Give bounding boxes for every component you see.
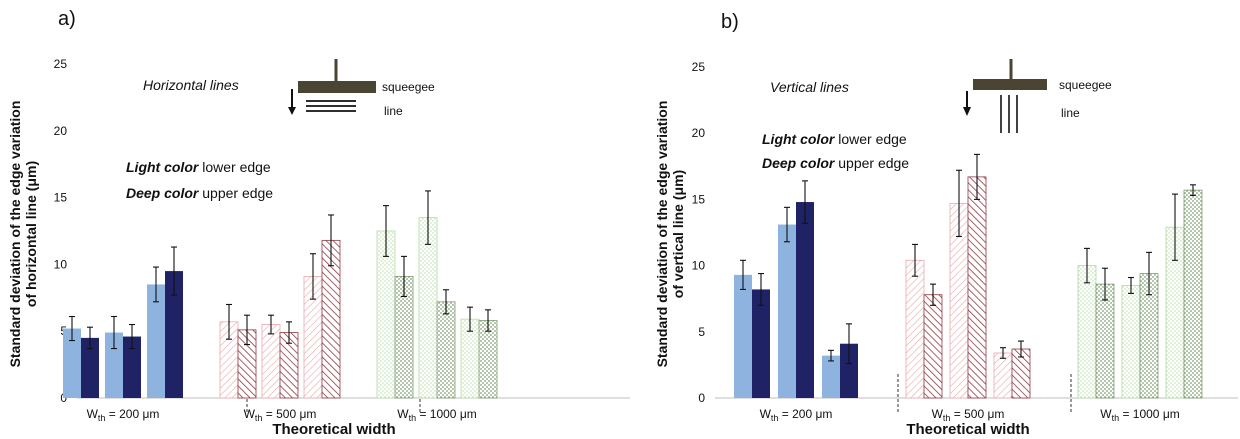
squeegee-schematic: squeegee line: [288, 59, 435, 118]
bar-lower-edge: [778, 224, 796, 398]
y-tick-label: 25: [54, 57, 68, 71]
bar-upper-edge: [165, 271, 183, 398]
bar-lower-edge: [261, 324, 281, 399]
orientation-annotation: Horizontal lines: [143, 77, 239, 93]
y-tick-label: 20: [692, 126, 706, 140]
legend-deep: Deep color upper edge: [762, 155, 909, 171]
squeegee-blade: [973, 79, 1047, 90]
bar-lower-edge: [734, 274, 752, 398]
panel-label: a): [58, 8, 76, 30]
bar-upper-edge: [123, 336, 141, 398]
x-axis-label: Theoretical width: [272, 421, 395, 438]
y-tick-label: 10: [692, 259, 706, 273]
arrow-head-icon: [288, 107, 296, 115]
bar-lower-edge: [105, 332, 123, 398]
bar-lower-edge: [1121, 285, 1141, 399]
bar-upper-edge: [923, 294, 943, 399]
x-axis-label: Theoretical width: [906, 421, 1029, 438]
y-tick-label: 10: [54, 257, 68, 271]
y-tick-label: 15: [54, 191, 68, 205]
bar-upper-edge: [81, 337, 99, 398]
bar-lower-edge: [63, 328, 81, 398]
bar-lower-edge: [147, 284, 165, 398]
y-axis-label: Standard deviation of the edge variation…: [7, 101, 39, 368]
x-category-label: Wth = 1000 μm: [1100, 407, 1179, 423]
bar-upper-edge: [967, 176, 987, 399]
squeegee-blade: [298, 81, 376, 93]
x-category-label: Wth = 500 μm: [932, 407, 1005, 423]
bar-upper-edge: [840, 343, 858, 398]
legend-deep: Deep color upper edge: [126, 185, 273, 201]
squeegee-label: squeegee: [382, 80, 435, 94]
y-tick-label: 20: [54, 124, 68, 138]
orientation-annotation: Vertical lines: [770, 79, 849, 95]
legend-light: Light color lower edge: [762, 131, 907, 147]
bar-upper-edge: [1183, 189, 1203, 399]
bar-upper-edge: [436, 301, 456, 399]
y-tick-label: 15: [692, 192, 706, 206]
arrow-head-icon: [963, 107, 971, 116]
panel-label: b): [721, 11, 739, 33]
x-category-label: Wth = 500 μm: [244, 407, 317, 423]
x-category-label: Wth = 1000 μm: [397, 407, 476, 423]
bar-lower-edge: [993, 352, 1013, 399]
bar-upper-edge: [478, 320, 498, 399]
y-tick-label: 0: [698, 391, 705, 405]
bar-lower-edge: [822, 355, 840, 398]
bar-lower-edge: [1077, 265, 1097, 399]
bar-lower-edge: [905, 259, 925, 399]
bar-upper-edge: [796, 202, 814, 398]
x-category-label: Wth = 200 μm: [87, 407, 160, 423]
legend-light: Light color lower edge: [126, 159, 271, 175]
y-axis-label: Standard deviation of the edge variation…: [654, 101, 686, 368]
chart-panel-b: b) 0 5 10 15 20 25 Standard deviation of the ed…: [654, 11, 1238, 438]
y-tick-label: 25: [692, 60, 706, 74]
y-tick-label: 5: [698, 325, 705, 339]
x-category-label: Wth = 200 μm: [760, 407, 833, 423]
line-label: line: [1061, 106, 1080, 120]
bar-upper-edge: [1095, 283, 1115, 399]
line-label: line: [384, 104, 403, 118]
bar-upper-edge: [752, 289, 770, 398]
squeegee-schematic: squeegee line: [963, 59, 1112, 133]
squeegee-label: squeegee: [1059, 78, 1112, 92]
